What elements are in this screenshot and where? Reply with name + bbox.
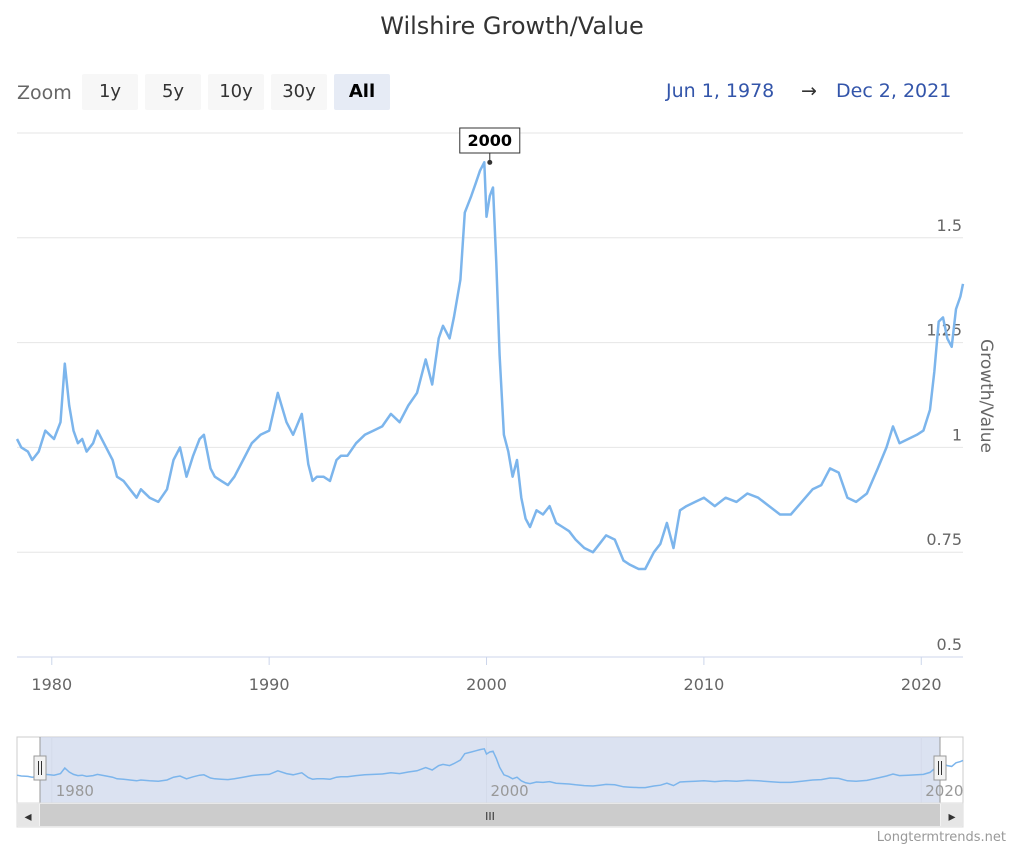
- range-to[interactable]: Dec 2, 2021: [836, 80, 952, 102]
- zoom-label: Zoom: [17, 82, 72, 104]
- zoom-30y-button[interactable]: 30y: [271, 74, 327, 110]
- scrollbar-thumb[interactable]: [40, 804, 940, 826]
- x-tick-label: 2000: [466, 675, 507, 694]
- x-tick-label: 2020: [901, 675, 942, 694]
- series-line-growth-value[interactable]: [15, 161, 965, 571]
- peak-annotation: 2000: [459, 127, 521, 165]
- navigator-left-handle[interactable]: [33, 755, 47, 781]
- x-axis-labels: 1980 1990 2000 2010 2020: [31, 657, 942, 694]
- y-axis-title: Growth/Value: [976, 339, 996, 453]
- navigator-label: 2000: [491, 782, 529, 800]
- zoom-5y-button[interactable]: 5y: [145, 74, 201, 110]
- y-tick-label: 0.75: [926, 530, 962, 549]
- scroll-right-icon: ▸: [948, 809, 955, 825]
- credit-link[interactable]: Longtermtrends.net: [876, 830, 1006, 845]
- navigator-label: 2020: [925, 782, 963, 800]
- zoom-all-button[interactable]: All: [334, 74, 390, 110]
- scrollbar-grip-icon: III: [485, 810, 495, 823]
- x-tick-label: 1980: [31, 675, 72, 694]
- annotation-point: [487, 159, 493, 165]
- x-tick-label: 1990: [249, 675, 290, 694]
- navigator-right-handle[interactable]: [933, 755, 947, 781]
- y-tick-label: 0.5: [937, 635, 962, 654]
- range-arrow: →: [801, 80, 817, 102]
- zoom-10y-button[interactable]: 10y: [208, 74, 264, 110]
- range-from[interactable]: Jun 1, 1978: [666, 80, 775, 102]
- zoom-1y-button[interactable]: 1y: [82, 74, 138, 110]
- navigator-labels: 1980 2000 2020: [56, 782, 964, 800]
- scroll-left-button[interactable]: [17, 804, 39, 826]
- y-tick-label: 1.5: [937, 216, 962, 235]
- navigator-label: 1980: [56, 782, 94, 800]
- y-tick-label: 1: [952, 425, 962, 444]
- annotation-label: 2000: [468, 131, 513, 150]
- x-tick-label: 2010: [684, 675, 725, 694]
- navigator-mask[interactable]: [40, 737, 940, 803]
- scroll-left-icon: ◂: [24, 809, 31, 825]
- navigator-series-line: [16, 747, 964, 789]
- chart-title: Wilshire Growth/Value: [380, 12, 644, 40]
- scroll-right-button[interactable]: [941, 804, 963, 826]
- annotation-box: [459, 127, 521, 154]
